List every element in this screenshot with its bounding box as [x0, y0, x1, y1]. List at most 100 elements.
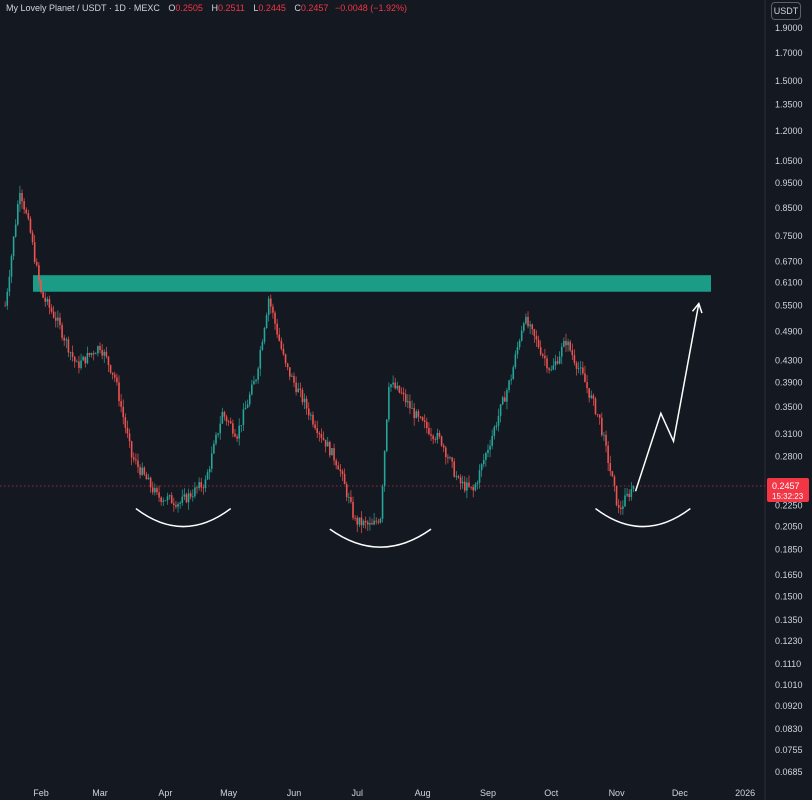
candle-body	[244, 407, 247, 410]
currency-button[interactable]: USDT	[771, 2, 801, 20]
candle-body	[605, 434, 607, 446]
candle-body	[25, 209, 28, 214]
candle-body	[533, 329, 536, 336]
candle-body	[210, 453, 213, 469]
candle-body	[90, 353, 93, 355]
candle-body	[366, 522, 369, 525]
candle-body	[189, 493, 192, 497]
candle-body	[396, 385, 399, 389]
candle-body	[407, 401, 409, 403]
candle-body	[198, 482, 200, 489]
resistance-zone	[33, 275, 711, 292]
candle-body	[371, 523, 373, 525]
candle-body	[4, 305, 6, 307]
candle-body	[611, 471, 614, 477]
candle-body	[423, 420, 426, 422]
candle-body	[42, 291, 44, 298]
candle-body	[409, 401, 411, 409]
x-tick-label: Dec	[672, 788, 689, 798]
candle-body	[196, 487, 198, 489]
candle-body	[107, 356, 110, 366]
candle-body	[21, 193, 23, 202]
candle-body	[518, 340, 521, 348]
candle-body	[105, 351, 108, 357]
candle-body	[166, 496, 169, 501]
candle-body	[504, 397, 506, 402]
candle-body	[392, 382, 394, 385]
candle-body	[179, 502, 181, 504]
candle-body	[554, 361, 557, 366]
y-tick-label: 0.9500	[775, 178, 803, 188]
candle-body	[352, 501, 354, 518]
candle-body	[558, 356, 561, 364]
candle-body	[632, 486, 635, 489]
candle-body	[451, 457, 453, 462]
candle-body	[630, 488, 633, 498]
candle-body	[223, 411, 226, 417]
candle-body	[455, 476, 458, 477]
candle-body	[348, 497, 350, 498]
cup-arc-annotation	[595, 507, 691, 528]
y-tick-label: 0.3900	[775, 378, 803, 388]
y-tick-label: 1.0500	[775, 156, 803, 166]
candle-body	[12, 236, 15, 257]
y-tick-label: 0.1350	[775, 615, 803, 625]
candle-body	[170, 495, 173, 504]
candle-body	[299, 388, 302, 390]
candle-body	[200, 482, 203, 488]
candle-body	[523, 323, 525, 331]
candle-body	[208, 468, 211, 473]
candle-body	[442, 445, 445, 448]
candle-body	[310, 414, 312, 416]
high-value: 0.2511	[217, 3, 245, 13]
candle-body	[278, 334, 281, 341]
candle-body	[428, 428, 430, 435]
candle-body	[168, 495, 171, 497]
candle-body	[495, 425, 498, 428]
y-tick-label: 0.3100	[775, 429, 803, 439]
candle-body	[510, 379, 512, 381]
candle-body	[432, 435, 434, 440]
x-tick-label: Mar	[92, 788, 108, 798]
candle-body	[324, 439, 327, 447]
candle-body	[550, 369, 553, 371]
candle-body	[270, 298, 272, 307]
candle-body	[516, 347, 519, 355]
x-tick-label: Feb	[33, 788, 49, 798]
y-tick-label: 0.0920	[775, 701, 803, 711]
y-tick-label: 0.6700	[775, 256, 803, 266]
candle-body	[38, 265, 40, 281]
candle-body	[331, 448, 333, 456]
candle-body	[99, 346, 101, 350]
y-tick-label: 0.5500	[775, 301, 803, 311]
candle-body	[71, 352, 74, 357]
candle-body	[373, 520, 375, 525]
y-tick-label: 0.1850	[775, 545, 803, 555]
candle-body	[563, 340, 565, 347]
candle-body	[175, 505, 177, 507]
candle-body	[202, 487, 205, 489]
candle-body	[497, 415, 500, 426]
candle-body	[282, 348, 285, 355]
x-tick-label: 2026	[735, 788, 755, 798]
candle-body	[343, 473, 346, 485]
candle-body	[388, 387, 390, 420]
candle-body	[546, 358, 548, 369]
candle-body	[221, 411, 224, 424]
candle-body	[320, 434, 323, 438]
candle-body	[426, 421, 428, 429]
candle-body	[539, 347, 542, 355]
candle-body	[499, 404, 502, 416]
price-tag-countdown: 15:32:23	[772, 492, 804, 501]
candle-body	[377, 521, 380, 523]
open-value: 0.2505	[175, 3, 203, 13]
candle-body	[227, 421, 230, 423]
low-label: L	[253, 3, 259, 13]
candle-body	[529, 324, 531, 327]
candle-body	[128, 433, 131, 442]
candle-body	[183, 494, 186, 497]
candle-body	[97, 346, 99, 354]
